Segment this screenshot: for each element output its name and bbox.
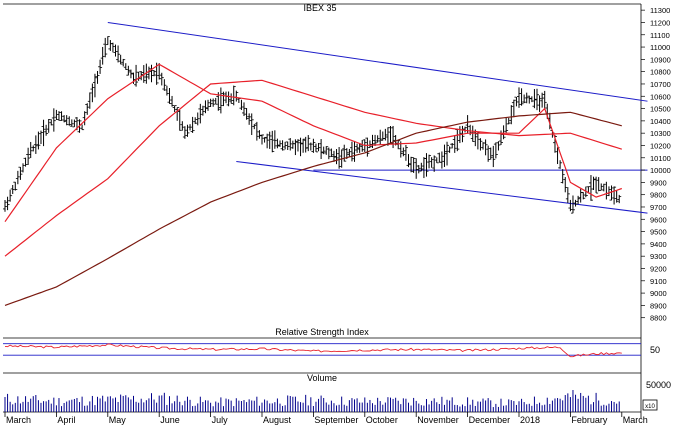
x-tick-label: April (57, 415, 75, 425)
y-tick-label: 10800 (650, 68, 671, 77)
y-tick-label: 11300 (650, 6, 670, 15)
x-tick-label: August (263, 415, 292, 425)
y-tick-label: 9200 (650, 264, 667, 273)
y-tick-label: 10200 (650, 141, 671, 150)
x-tick-label: May (109, 415, 127, 425)
price-chart-title: IBEX 35 (303, 3, 336, 13)
rsi-pane: Relative Strength Index 50 (3, 327, 660, 358)
volume-bars (4, 390, 620, 412)
x-tick-label: July (212, 415, 229, 425)
x-tick-label: September (314, 415, 358, 425)
y-tick-label: 10600 (650, 92, 671, 101)
y-tick-label: 9400 (650, 240, 667, 249)
rsi-tick-label: 50 (650, 345, 660, 355)
ma-line-short-moving-average (4, 63, 622, 223)
y-tick-label: 9600 (650, 215, 667, 224)
volume-title: Volume (307, 373, 337, 383)
ma-line-longest-moving-average (4, 111, 622, 306)
y-tick-label: 8800 (650, 314, 667, 323)
ma-line-long-moving-average (4, 79, 622, 257)
y-tick-label: 10100 (650, 154, 671, 163)
y-tick-label: 11100 (650, 31, 670, 40)
volume-unit-box (642, 399, 658, 411)
y-tick-label: 10900 (650, 55, 671, 64)
y-tick-label: 9100 (650, 277, 667, 286)
y-tick-label: 10400 (650, 117, 671, 126)
price-y-ticks: 8800 8900 9000 9100 9200 9300 9400 9500 9600 9700… (641, 6, 671, 323)
x-axis: March April May June July August September Octo… (4, 412, 648, 425)
y-tick-label: 11000 (650, 43, 670, 52)
y-tick-label: 9300 (650, 252, 667, 261)
x-tick-label: March (6, 415, 31, 425)
rsi-line (4, 343, 622, 358)
volume-pane: Volume 50000 x10 (4, 373, 671, 412)
x-tick-label: October (366, 415, 398, 425)
x-tick-label: November (417, 415, 459, 425)
rsi-lines (3, 343, 641, 358)
y-tick-label: 9500 (650, 228, 667, 237)
y-tick-label: 11200 (650, 18, 670, 27)
trendline-upper-channel (107, 21, 648, 102)
y-tick-label: 10300 (650, 129, 671, 138)
trendlines (107, 21, 648, 214)
y-tick-label: 9700 (650, 203, 667, 212)
volume-tick-label: 50000 (646, 380, 671, 390)
volume-unit-label: x10 (645, 404, 655, 410)
y-tick-label: 8900 (650, 301, 667, 310)
y-tick-label: 9000 (650, 289, 667, 298)
y-tick-label: 9900 (650, 178, 667, 187)
trendline-lower-channel (236, 160, 648, 214)
y-tick-label: 9800 (650, 191, 667, 200)
y-tick-label: 10500 (650, 105, 671, 114)
x-tick-label: December (469, 415, 511, 425)
x-tick-label: 2018 (520, 415, 540, 425)
y-tick-label: 10700 (650, 80, 671, 89)
x-tick-label: February (571, 415, 608, 425)
y-tick-label: 10000 (650, 166, 671, 175)
x-tick-label: June (160, 415, 180, 425)
rsi-title: Relative Strength Index (275, 327, 369, 337)
x-tick-label: March (623, 415, 648, 425)
moving-averages (4, 63, 622, 306)
